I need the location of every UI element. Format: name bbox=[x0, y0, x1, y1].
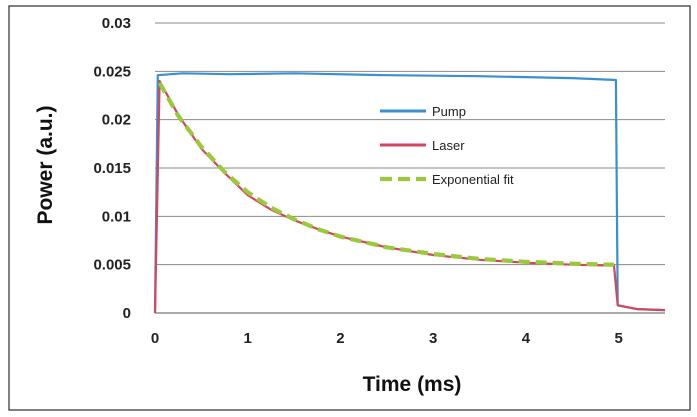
y-tick-label: 0.02 bbox=[102, 112, 131, 129]
y-tick-label: 0.03 bbox=[102, 15, 131, 32]
legend-label: Exponential fit bbox=[432, 172, 514, 187]
series-layer bbox=[153, 72, 666, 314]
x-axis-title: Time (ms) bbox=[363, 373, 462, 396]
x-tick-label: 5 bbox=[614, 330, 622, 347]
plot-area bbox=[153, 22, 666, 314]
x-tick-label: 1 bbox=[244, 330, 252, 347]
y-tick-label: 0.015 bbox=[93, 160, 131, 177]
series-line-exponential-fit bbox=[157, 81, 615, 267]
y-tick-label: 0.005 bbox=[93, 257, 131, 274]
legend-label: Laser bbox=[432, 138, 465, 153]
x-tick-label: 0 bbox=[151, 330, 159, 347]
y-tick-label: 0 bbox=[123, 305, 131, 322]
x-tick-labels: 0 1 2 3 4 5 bbox=[151, 330, 623, 347]
y-tick-label: 0.01 bbox=[102, 208, 131, 225]
x-tick-label: 4 bbox=[522, 330, 531, 347]
legend: Pump Laser Exponential fit bbox=[380, 104, 514, 187]
y-tick-labels: 0 0.005 0.01 0.015 0.02 0.025 0.03 bbox=[93, 15, 131, 322]
y-axis-title: Power (a.u.) bbox=[34, 105, 57, 224]
y-tick-label: 0.025 bbox=[93, 63, 131, 80]
legend-label: Pump bbox=[432, 104, 466, 119]
chart-border bbox=[8, 5, 691, 411]
x-tick-label: 3 bbox=[429, 330, 437, 347]
x-tick-label: 2 bbox=[336, 330, 344, 347]
